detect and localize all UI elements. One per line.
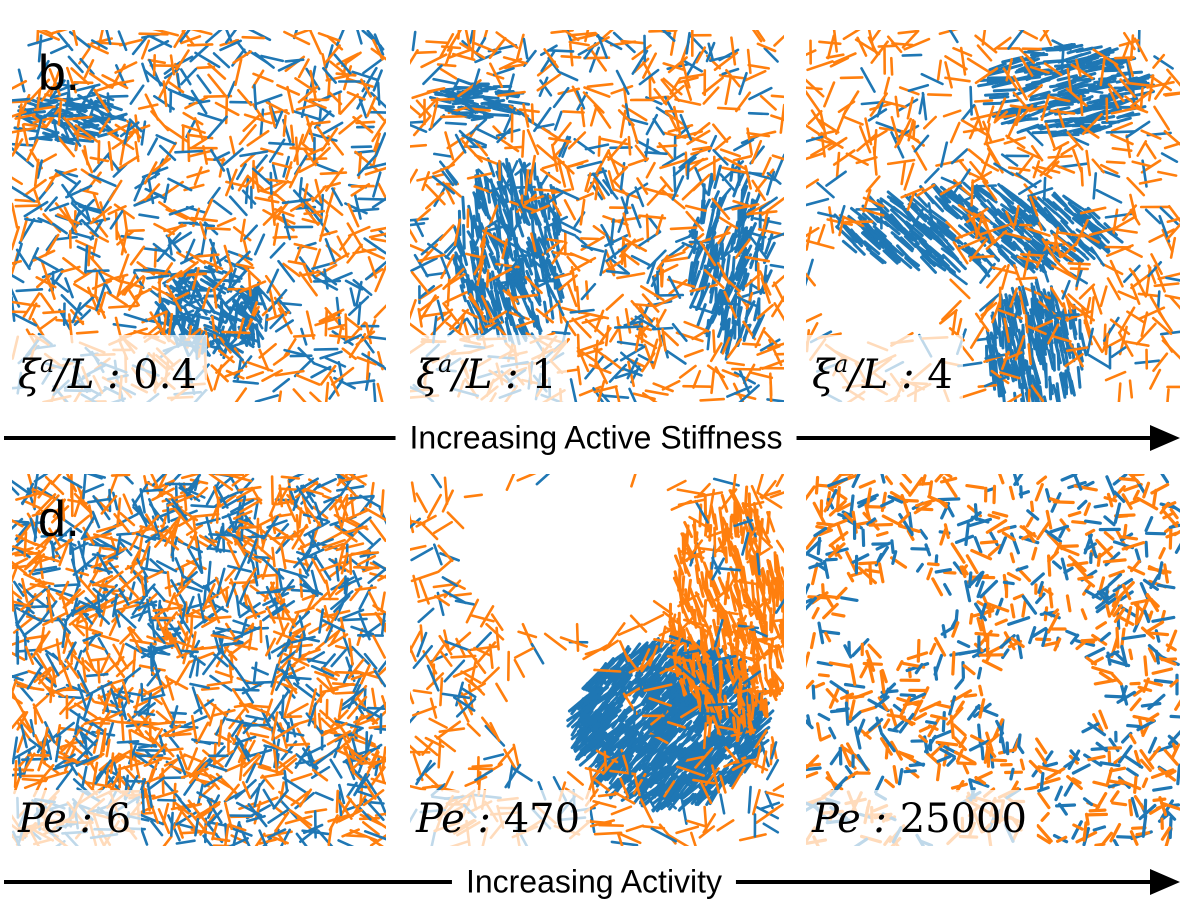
rod-snapshot — [806, 30, 1180, 402]
activity-panel-1: Pe : 6 — [12, 474, 386, 846]
rod-snapshot — [806, 474, 1180, 846]
activity-panel-3: Pe : 25000 — [806, 474, 1180, 846]
stiffness-panel-3: ξa/L : 4 — [806, 30, 1180, 402]
panel-parameter-label: Pe : 470 — [410, 790, 591, 846]
panel-parameter-label: ξa/L : 1 — [410, 335, 567, 402]
stiffness-arrow-label: Increasing Active Stiffness — [395, 419, 797, 457]
stiffness-arrow: Increasing Active Stiffness — [0, 413, 1200, 463]
stiffness-panel-1: ξa/L : 0.4 — [12, 30, 386, 402]
panel-parameter-label: Pe : 6 — [12, 790, 142, 846]
panel-letter-b: b. — [38, 45, 80, 101]
panel-parameter-label: ξa/L : 4 — [806, 335, 963, 402]
rod-snapshot — [12, 30, 386, 402]
panel-parameter-label: Pe : 25000 — [806, 790, 1037, 846]
panel-parameter-label: ξa/L : 0.4 — [12, 335, 207, 402]
activity-panel-2: Pe : 470 — [410, 474, 784, 846]
stiffness-panel-2: ξa/L : 1 — [410, 30, 784, 402]
activity-arrow: Increasing Activity — [0, 857, 1200, 907]
panel-letter-d: d. — [38, 491, 80, 547]
activity-arrow-label: Increasing Activity — [451, 863, 737, 901]
